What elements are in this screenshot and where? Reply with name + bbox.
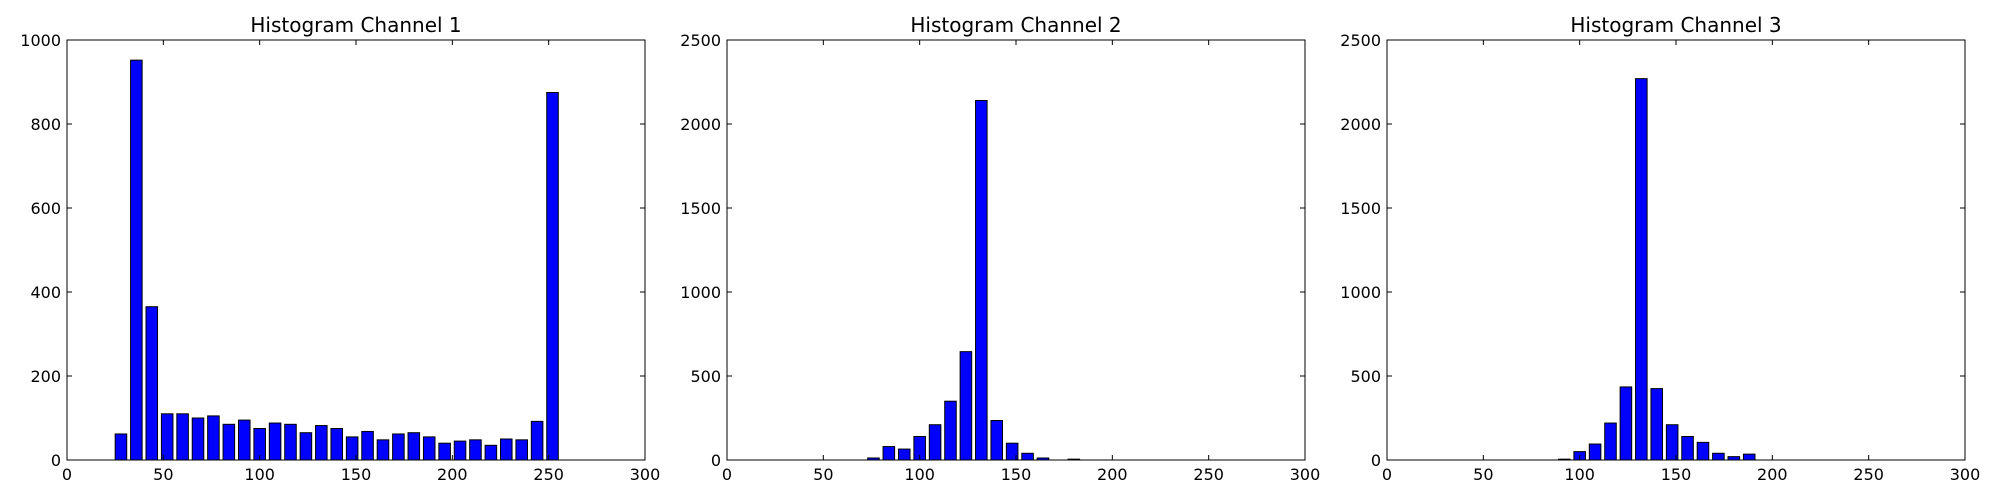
histogram-bar xyxy=(422,436,436,461)
histogram-bar xyxy=(207,415,220,461)
x-tick-label: 100 xyxy=(1564,465,1595,484)
chart-title: Histogram Channel 1 xyxy=(250,13,461,37)
y-tick-label: 1500 xyxy=(1340,199,1381,218)
x-tick-label: 150 xyxy=(1001,465,1032,484)
chart-channel-1: Histogram Channel 1 0 50 100 150 200 250 300 0 2… xyxy=(20,13,660,484)
histogram-bar xyxy=(928,424,942,461)
x-tick-label: 0 xyxy=(722,465,732,484)
histogram-bar xyxy=(376,439,390,461)
histogram-bar xyxy=(237,419,251,461)
histogram-bar xyxy=(407,432,421,461)
histogram-bar xyxy=(361,430,374,461)
histogram-bar xyxy=(1665,424,1679,461)
y-tick-label: 2000 xyxy=(1340,115,1381,134)
y-tick-label: 1500 xyxy=(680,199,721,218)
x-tick-label: 200 xyxy=(1097,465,1128,484)
x-tick-label: 0 xyxy=(1382,465,1392,484)
x-tick-label: 250 xyxy=(1193,465,1224,484)
histogram-bar xyxy=(469,439,482,461)
histogram-bar xyxy=(299,432,313,461)
x-tick-label: 150 xyxy=(341,465,372,484)
histogram-bar xyxy=(438,442,451,461)
histogram-bar xyxy=(392,433,405,461)
x-tick-label: 50 xyxy=(1473,465,1493,484)
x-tick-label: 200 xyxy=(1757,465,1788,484)
histogram-bar xyxy=(222,423,236,461)
histogram-bar xyxy=(145,306,159,461)
y-tick-label: 1000 xyxy=(680,283,721,302)
y-tick-label: 500 xyxy=(1350,367,1381,386)
histogram-bar xyxy=(1619,386,1633,461)
x-tick-label: 300 xyxy=(630,465,661,484)
y-tick-label: 0 xyxy=(1371,451,1381,470)
x-tick-label: 150 xyxy=(1661,465,1692,484)
histogram-bar xyxy=(176,413,189,461)
histogram-bar xyxy=(530,420,544,461)
histogram-bar xyxy=(546,92,559,461)
histogram-bar xyxy=(515,439,528,461)
y-tick-label: 400 xyxy=(30,283,61,302)
x-tick-label: 50 xyxy=(153,465,173,484)
histogram-bar xyxy=(500,438,513,461)
histogram-bar xyxy=(897,448,911,461)
histogram-bar xyxy=(882,446,896,461)
histogram-bar xyxy=(484,444,498,461)
y-tick-label: 200 xyxy=(30,367,61,386)
y-tick-label: 1000 xyxy=(1340,283,1381,302)
histogram-bar xyxy=(130,59,143,461)
histogram-bar xyxy=(1727,456,1741,461)
histogram-bar xyxy=(1681,435,1694,461)
x-tick-label: 0 xyxy=(62,465,72,484)
y-tick-label: 0 xyxy=(51,451,61,470)
plot-frame xyxy=(1386,39,1966,461)
histogram-bar xyxy=(1650,388,1664,461)
histogram-bar xyxy=(268,422,282,461)
x-tick-label: 250 xyxy=(1853,465,1884,484)
y-tick-label: 2000 xyxy=(680,115,721,134)
y-tick-label: 1000 xyxy=(20,31,61,50)
x-tick-label: 200 xyxy=(437,465,468,484)
histogram-bar xyxy=(330,428,344,461)
histogram-bar xyxy=(114,433,128,461)
y-tick-label: 500 xyxy=(690,367,721,386)
x-tick-label: 100 xyxy=(244,465,275,484)
x-tick-label: 250 xyxy=(533,465,564,484)
histogram-bar xyxy=(1712,452,1725,461)
y-tick-label: 2500 xyxy=(1340,31,1381,50)
histogram-bar xyxy=(1635,78,1648,461)
histogram-bar xyxy=(944,400,957,461)
y-tick-label: 600 xyxy=(30,199,61,218)
chart-channel-3: Histogram Channel 3 0 50 100 150 200 250 300 0 5… xyxy=(1340,13,1980,484)
histogram-bar xyxy=(160,413,174,461)
x-tick-label: 300 xyxy=(1290,465,1321,484)
x-tick-label: 300 xyxy=(1950,465,1981,484)
y-tick-label: 0 xyxy=(711,451,721,470)
y-tick-label: 2500 xyxy=(680,31,721,50)
histogram-bar xyxy=(453,440,467,461)
histogram-bar xyxy=(1696,441,1710,461)
chart-title: Histogram Channel 3 xyxy=(1570,13,1781,37)
histogram-bar xyxy=(959,351,973,461)
histogram-bar xyxy=(315,425,328,461)
chart-title: Histogram Channel 2 xyxy=(910,13,1121,37)
histogram-bar xyxy=(284,423,297,461)
x-tick-label: 50 xyxy=(813,465,833,484)
plot-frame xyxy=(726,39,1306,461)
histogram-bar xyxy=(990,420,1004,461)
histogram-bar xyxy=(1021,452,1034,461)
chart-channel-2: Histogram Channel 2 0 50 100 150 200 250 300 0 5… xyxy=(680,13,1320,484)
histogram-bar xyxy=(1742,453,1756,461)
x-tick-label: 100 xyxy=(904,465,935,484)
histogram-bar xyxy=(191,417,205,461)
histogram-bar xyxy=(1588,443,1602,461)
histogram-bar xyxy=(1604,422,1617,461)
histogram-bar xyxy=(975,99,988,461)
y-tick-label: 800 xyxy=(30,115,61,134)
